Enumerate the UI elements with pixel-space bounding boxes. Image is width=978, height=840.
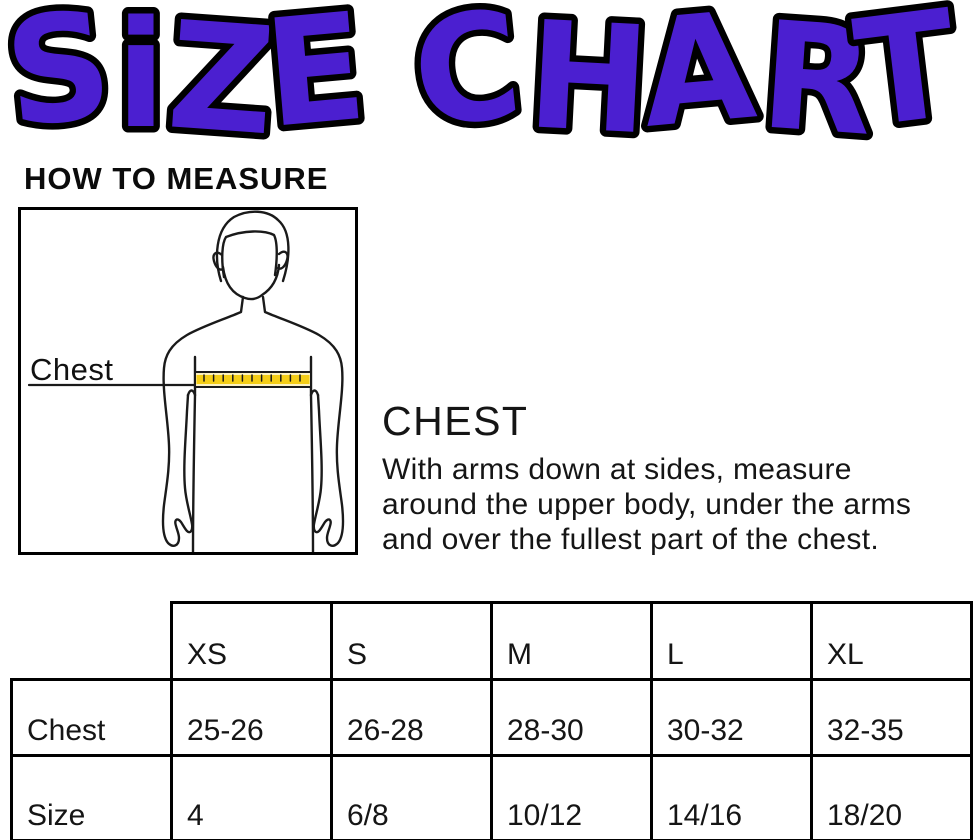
hair-outline — [215, 210, 290, 283]
right-arm-outline — [261, 295, 345, 547]
table-header-row: XS S M L XL — [12, 601, 973, 681]
torso-right-side — [309, 355, 315, 552]
size-table: XS S M L XL Chest 25-26 26-28 28-30 30-3… — [10, 601, 973, 840]
row-label-chest: Chest — [10, 678, 173, 757]
chest-text-line: and over the fullest part of the chest. — [382, 523, 879, 556]
chest-value-s: 26-28 — [330, 678, 493, 757]
measurement-figure-box: Chest — [18, 207, 358, 555]
size-column-header-m: M — [490, 601, 653, 681]
size-column-header-xl: XL — [810, 601, 973, 681]
hairline — [221, 230, 278, 279]
table-corner-cell — [12, 603, 172, 680]
chest-figure-label: Chest — [30, 352, 113, 387]
size-value-xs: 4 — [170, 754, 333, 840]
size-column-header-s: S — [330, 601, 493, 681]
chest-section-heading: CHEST — [382, 398, 529, 444]
tape-ticks — [203, 374, 301, 382]
row-label-size: Size — [10, 754, 173, 840]
chest-value-xl: 32-35 — [810, 678, 973, 757]
chest-value-m: 28-30 — [490, 678, 653, 757]
size-value-s: 6/8 — [330, 754, 493, 840]
how-to-measure-heading: HOW TO MEASURE — [24, 161, 329, 196]
face-outline — [221, 263, 281, 301]
torso-left-side — [191, 355, 197, 552]
size-value-m: 10/12 — [490, 754, 653, 840]
title-banner: SiZE CHART — [0, 0, 972, 154]
left-arm-outline — [161, 295, 245, 547]
size-column-header-l: L — [650, 601, 813, 681]
chest-value-xs: 25-26 — [170, 678, 333, 757]
right-ear — [276, 250, 289, 270]
table-row-chest: Chest 25-26 26-28 28-30 30-32 32-35 — [10, 678, 973, 757]
chest-text-line: around the upper body, under the arms — [382, 488, 912, 521]
left-ear — [212, 251, 225, 271]
torso-illustration: Chest — [27, 210, 345, 552]
table-row-size: Size 4 6/8 10/12 14/16 18/20 — [10, 754, 973, 840]
chest-section-text: With arms down at sides, measure around … — [382, 452, 911, 557]
chest-value-l: 30-32 — [650, 678, 813, 757]
chest-text-line: With arms down at sides, measure — [382, 453, 852, 486]
size-column-header-xs: XS — [170, 601, 333, 681]
size-value-l: 14/16 — [650, 754, 813, 840]
page-title: SiZE CHART — [0, 0, 966, 154]
size-value-xl: 18/20 — [810, 754, 973, 840]
measuring-tape-stripe — [196, 375, 310, 384]
